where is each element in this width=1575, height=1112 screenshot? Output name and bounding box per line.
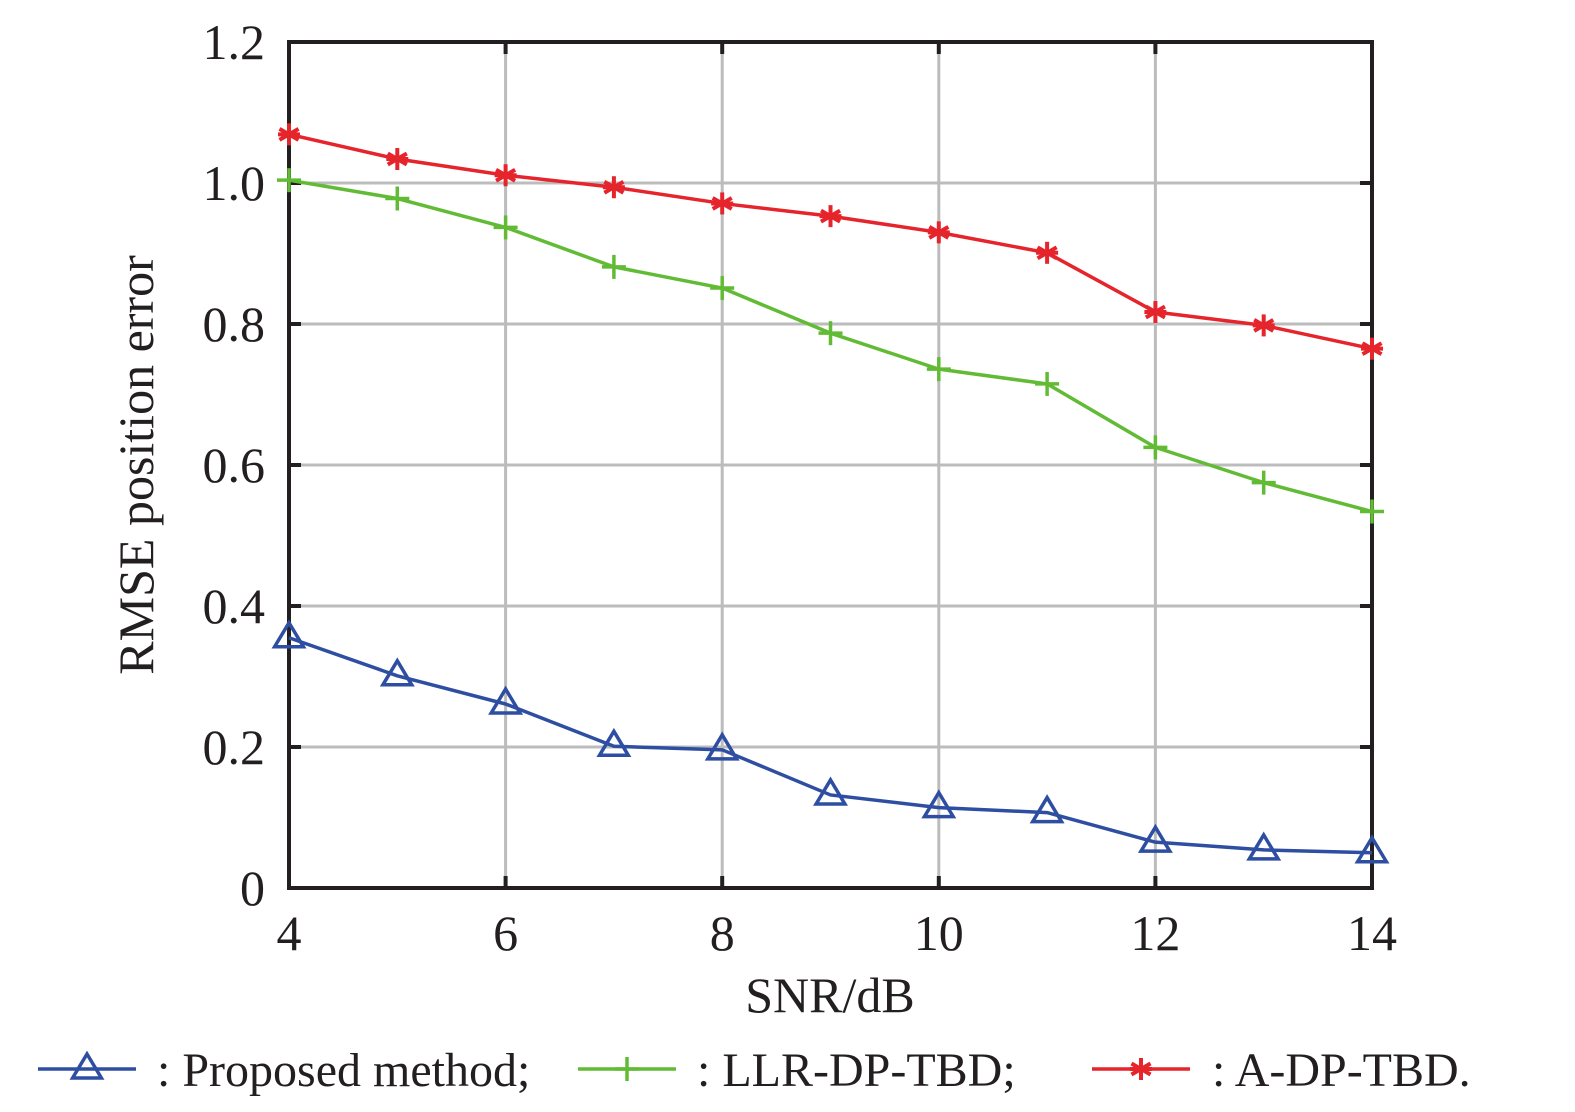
data-point [493,215,518,240]
x-axis-label: SNR/dB [745,967,915,1023]
data-point [1144,301,1167,324]
data-point [596,727,632,758]
data-point [1246,831,1282,861]
triangle-marker [69,1050,105,1080]
triangle-marker [488,685,524,715]
data-point [818,321,843,346]
y-tick-label: 0.6 [203,437,266,493]
data-point [710,276,735,301]
series-llr-dp-tbd [277,168,1384,524]
data-point [1035,371,1060,396]
gridlines [289,42,1372,888]
triangle-marker [1354,834,1390,864]
y-tick-label: 0 [240,860,265,916]
series-a-dp-tbd [278,123,1383,360]
legend-marker [69,1050,105,1080]
legend-item-llr-dp-tbd: : LLR-DP-TBD; [578,1044,1016,1097]
triangle-marker [271,619,307,649]
data-point [1354,834,1390,864]
legend-item-proposed-method: : Proposed method; [38,1044,530,1097]
data-point [278,123,300,146]
data-point [1251,470,1276,495]
y-tick-label: 1.2 [203,14,266,70]
legend-label: : A-DP-TBD. [1212,1044,1471,1097]
triangle-marker [704,731,740,761]
data-point [1143,435,1168,460]
data-series [271,123,1390,864]
data-point [1360,499,1384,524]
triangle-marker [1246,831,1282,861]
data-point [926,357,951,382]
data-point [711,192,734,215]
triangle-marker [921,789,957,819]
x-tick-label: 4 [277,905,302,961]
triangle-marker [813,776,848,806]
data-point [921,789,957,819]
data-point [1137,823,1173,853]
x-tick-labels: 4 6 8 10 12 14 [277,905,1398,961]
y-tick-label: 0.2 [203,719,266,775]
y-axis-label: RMSE position error [108,255,164,675]
data-point [271,619,307,649]
data-point [1252,314,1275,337]
x-tick-label: 12 [1130,905,1180,961]
triangle-marker [379,657,415,687]
data-point [277,168,301,193]
data-point [379,657,415,687]
legend: : Proposed method; : LLR-DP-TBD; : A-DP-TB… [38,1044,1471,1097]
legend-marker [615,1057,639,1081]
y-tick-labels: 0 0.2 0.4 0.6 0.8 1.0 1.2 [203,14,266,916]
triangle-marker [596,727,632,758]
legend-marker [1130,1058,1152,1080]
data-point [1361,337,1383,360]
data-point [386,148,409,171]
data-point [1036,241,1059,264]
data-point [1029,794,1065,824]
triangle-marker [1137,823,1173,853]
data-point [819,205,842,228]
data-point [602,176,625,199]
series-line-a-dp-tbd [288,132,1373,351]
x-tick-label: 6 [493,905,518,961]
data-point [385,186,410,211]
data-point [813,776,848,806]
data-point [488,685,524,715]
y-tick-label: 0.8 [203,296,266,352]
triangle-marker [1029,794,1065,824]
data-point [494,164,517,187]
series-proposed-method [271,619,1390,864]
x-tick-label: 8 [710,905,735,961]
plot-frame [287,40,1374,890]
legend-label: : LLR-DP-TBD; [697,1044,1016,1097]
data-point [601,254,626,279]
y-tick-label: 0.4 [203,578,266,634]
legend-label: : Proposed method; [157,1044,530,1097]
series-line-proposed-method [288,636,1373,855]
x-tick-label: 14 [1347,905,1397,961]
legend-item-a-dp-tbd: : A-DP-TBD. [1092,1044,1471,1097]
series-line-llr-dp-tbd [288,178,1373,514]
data-point [704,731,740,761]
x-tick-label: 10 [914,905,964,961]
data-point [927,221,950,244]
y-tick-label: 1.0 [203,155,266,211]
